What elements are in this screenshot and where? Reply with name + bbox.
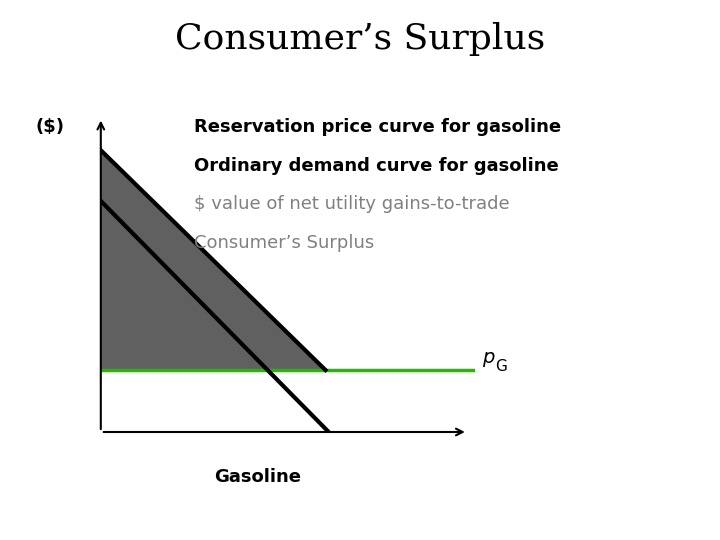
Polygon shape (101, 150, 325, 370)
Text: G: G (495, 359, 507, 374)
Text: Consumer’s Surplus: Consumer’s Surplus (194, 234, 374, 252)
Text: Consumer’s Surplus: Consumer’s Surplus (175, 22, 545, 56)
Text: $ value of net utility gains-to-trade: $ value of net utility gains-to-trade (194, 195, 510, 213)
Text: ($): ($) (36, 118, 65, 136)
Text: Reservation price curve for gasoline: Reservation price curve for gasoline (194, 118, 562, 136)
Text: Gasoline: Gasoline (215, 468, 302, 486)
Text: Ordinary demand curve for gasoline: Ordinary demand curve for gasoline (194, 157, 559, 174)
Text: p: p (482, 348, 495, 367)
